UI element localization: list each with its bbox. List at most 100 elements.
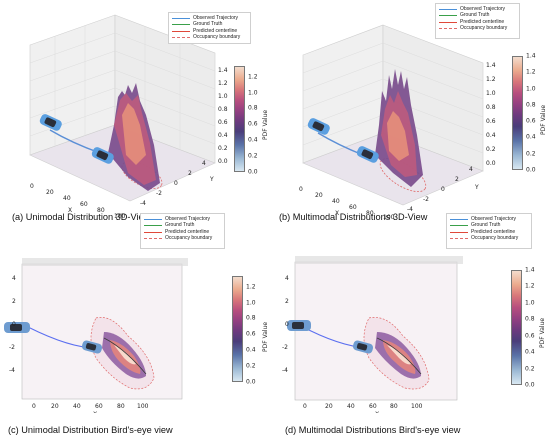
y-tick: 0 <box>12 321 16 328</box>
y-tick: 0 <box>174 180 178 187</box>
x-tick: 40 <box>63 195 71 202</box>
z-tick: 1.2 <box>218 80 228 87</box>
z-tick: 0.2 <box>218 145 228 152</box>
colorbar-d <box>511 270 522 385</box>
legend-item: Predicted centerline <box>450 229 528 235</box>
x-tick: 40 <box>347 403 355 410</box>
x-tick: 100 <box>114 213 126 220</box>
y-tick: 2 <box>455 176 459 183</box>
y-tick: 4 <box>469 166 473 173</box>
x-tick: 60 <box>369 403 377 410</box>
colorbar-b-label: PDF Value <box>540 104 547 135</box>
x-tick: 80 <box>390 403 398 410</box>
ego-car-icon <box>4 322 30 333</box>
legend-item: Ground Truth <box>450 222 528 228</box>
x-tick: 60 <box>80 201 88 208</box>
y-tick: 0 <box>285 321 289 328</box>
y-tick: 4 <box>12 275 16 282</box>
x-tick: 80 <box>117 403 125 410</box>
y-tick: 2 <box>285 298 289 305</box>
x-tick: 0 <box>303 403 307 410</box>
ego-car-icon <box>287 320 311 331</box>
colorbar-a <box>234 66 245 172</box>
panel-a-3d-unimodal: 1.4 1.2 1.0 0.8 0.6 0.4 0.2 0.0 0 20 40 … <box>0 0 275 228</box>
legend-item: Ground Truth <box>144 222 221 228</box>
x-tick: 60 <box>95 403 103 410</box>
occupancy-boundary <box>379 157 427 193</box>
x-axis-label: X <box>68 207 72 214</box>
x-tick: 80 <box>366 210 374 217</box>
panel-d-bev-plot: 4 2 0 -2 -4 0 20 40 60 80 100 X <box>282 256 463 413</box>
y-tick: -4 <box>140 200 146 207</box>
y-tick: 4 <box>202 160 206 167</box>
colorbar-a-label: PDF Value <box>262 109 269 140</box>
y-tick: 2 <box>188 170 192 177</box>
legend-item: Observed Trajectory <box>144 216 221 222</box>
colorbar-a-ticks: 1.2 1.0 0.8 0.6 0.4 0.2 0.0 <box>248 73 258 176</box>
legend-item: Observed Trajectory <box>439 6 516 12</box>
y-axis-label: Y <box>474 184 479 191</box>
x-tick: 20 <box>315 192 323 199</box>
target-car-icon <box>91 147 114 164</box>
legend-item: Occupancy boundary <box>172 34 247 40</box>
z-tick: 0.4 <box>486 132 496 139</box>
x-axis-label: X <box>93 411 97 413</box>
caption-c: (c) Unimodal Distribution Bird's-eye vie… <box>8 425 173 435</box>
x-tick: 60 <box>349 204 357 211</box>
z-tick: 0.0 <box>486 160 496 167</box>
y-tick: 0 <box>441 186 445 193</box>
z-tick: 1.4 <box>218 67 228 74</box>
legend-item: Occupancy boundary <box>450 235 528 241</box>
z-tick: 1.2 <box>486 76 496 83</box>
z-tick: 0.4 <box>218 132 228 139</box>
target-car-icon <box>356 146 379 163</box>
y-tick: -4 <box>9 367 15 374</box>
x-tick: 0 <box>32 403 36 410</box>
target-car-icon <box>81 340 103 354</box>
legend-item: Predicted centerline <box>439 19 516 25</box>
y-tick: 4 <box>285 275 289 282</box>
z-tick: 0.6 <box>218 119 228 126</box>
y-tick: -4 <box>282 367 288 374</box>
y-tick: -2 <box>282 344 288 351</box>
legend-item: Observed Trajectory <box>172 15 247 21</box>
ego-car-icon <box>307 118 330 135</box>
legend-b: Observed Trajectory Ground Truth Predict… <box>435 3 520 39</box>
ego-car-icon <box>39 114 62 131</box>
panel-d-bev-multimodal: 4 2 0 -2 -4 0 20 40 60 80 100 X Observed… <box>275 213 550 443</box>
z-tick: 1.0 <box>486 90 496 97</box>
target-car-icon <box>352 340 374 354</box>
colorbar-c <box>232 276 243 382</box>
x-tick: 100 <box>137 403 149 410</box>
x-tick: 40 <box>332 198 340 205</box>
z-tick: 0.8 <box>486 104 496 111</box>
colorbar-d-label: PDF Value <box>539 317 546 348</box>
x-tick: 0 <box>299 186 303 193</box>
legend-a: Observed Trajectory Ground Truth Predict… <box>168 12 251 44</box>
panel-b-3d-plot: 1.4 1.2 1.0 0.8 0.6 0.4 0.2 0.0 0 20 40 … <box>299 24 496 220</box>
panel-c-bev-plot: 4 2 0 -2 -4 0 20 40 60 80 100 X <box>4 258 188 413</box>
x-axis-label: X <box>335 210 339 217</box>
legend-item: Occupancy boundary <box>144 235 221 241</box>
legend-item: Predicted centerline <box>172 28 247 34</box>
z-tick: 0.6 <box>486 118 496 125</box>
legend-item: Predicted centerline <box>144 229 221 235</box>
z-tick: 0.0 <box>218 158 228 165</box>
x-tick: 20 <box>325 403 333 410</box>
colorbar-b-ticks: 1.4 1.2 1.0 0.8 0.6 0.4 0.2 0.0 <box>526 52 536 174</box>
z-tick: 0.2 <box>486 146 496 153</box>
x-tick: 20 <box>51 403 59 410</box>
legend-item: Ground Truth <box>172 21 247 27</box>
y-tick: -2 <box>9 344 15 351</box>
x-tick: 100 <box>411 403 423 410</box>
y-tick: -4 <box>407 206 413 213</box>
legend-d: Observed Trajectory Ground Truth Predict… <box>446 213 532 249</box>
z-tick: 0.8 <box>218 106 228 113</box>
caption-d: (d) Multimodal Distributions Bird's-eye … <box>285 425 461 435</box>
x-tick: 100 <box>383 214 395 220</box>
y-tick: -2 <box>156 190 162 197</box>
y-tick: 2 <box>12 298 16 305</box>
colorbar-c-ticks: 1.2 1.0 0.8 0.6 0.4 0.2 0.0 <box>246 283 256 386</box>
caption-b: (b) Multimodal Distributions 3D-View <box>279 212 428 222</box>
z-tick: 1.4 <box>486 62 496 69</box>
